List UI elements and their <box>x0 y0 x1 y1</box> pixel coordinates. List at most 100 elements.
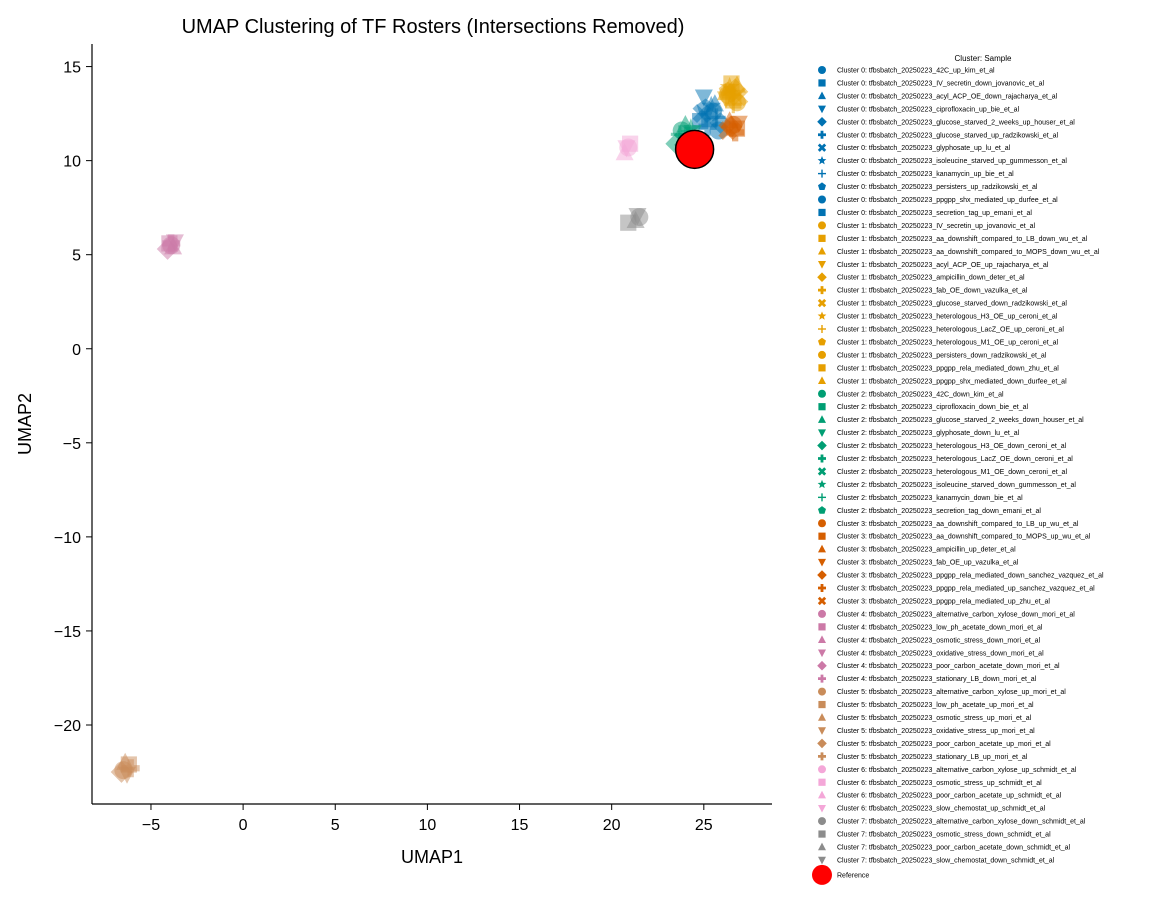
legend-entry-label: Cluster 3: tfbsbatch_20250223_ppgpp_rela… <box>837 598 1050 605</box>
legend-entry-label: Cluster 2: tfbsbatch_20250223_secretion_… <box>837 508 1041 515</box>
legend-marker-stroke <box>817 143 827 152</box>
data-point-stroke <box>718 121 738 140</box>
legend-marker <box>818 454 826 463</box>
data-point <box>156 238 179 260</box>
legend-marker <box>818 350 826 359</box>
legend-marker <box>818 856 826 865</box>
legend-entry-label: Cluster 6: tfbsbatch_20250223_poor_carbo… <box>837 793 1062 800</box>
legend-entry-label: Cluster 1: tfbsbatch_20250223_acyl_ACP_O… <box>837 262 1049 269</box>
legend-entry-label: Cluster 6: tfbsbatch_20250223_alternativ… <box>837 767 1077 774</box>
legend-entry-label: Cluster 5: tfbsbatch_20250223_osmotic_st… <box>837 715 1032 722</box>
data-points <box>110 75 749 784</box>
legend-entry-label: Cluster 4: tfbsbatch_20250223_oxidative_… <box>837 650 1044 657</box>
legend-entry-label: Cluster 2: tfbsbatch_20250223_ciprofloxa… <box>837 404 1029 411</box>
legend-marker <box>818 208 826 217</box>
x-tick-label: 0 <box>239 817 248 834</box>
data-point <box>121 759 140 778</box>
legend-entry-label: Cluster 1: tfbsbatch_20250223_persisters… <box>837 352 1047 359</box>
legend-marker <box>818 830 826 838</box>
legend-marker <box>817 596 827 606</box>
legend-entry-label: Cluster 1: tfbsbatch_20250223_aa_downshi… <box>837 249 1100 256</box>
legend-marker <box>818 376 826 384</box>
legend-entry-label: Cluster 6: tfbsbatch_20250223_slow_chemo… <box>837 806 1046 813</box>
legend-marker <box>818 364 826 372</box>
x-axis-label: UMAP1 <box>401 847 463 867</box>
legend-entry-label: Cluster 1: tfbsbatch_20250223_ampicillin… <box>837 275 1025 282</box>
legend-marker <box>818 195 826 204</box>
x-tick-label: 5 <box>331 817 340 834</box>
legend-marker <box>818 674 826 683</box>
legend-marker <box>818 544 826 553</box>
legend-entry-label: Cluster 1: tfbsbatch_20250223_fab_OE_dow… <box>837 288 1028 295</box>
legend-marker <box>818 817 826 826</box>
legend-entry-label: Cluster 3: tfbsbatch_20250223_ppgpp_rela… <box>837 586 1095 593</box>
legend-entry-label: Cluster 4: tfbsbatch_20250223_osmotic_st… <box>837 637 1041 644</box>
legend-marker <box>818 325 826 333</box>
legend-marker <box>818 337 826 346</box>
legend-marker <box>818 713 826 721</box>
legend-marker <box>818 804 826 813</box>
y-tick-label: 5 <box>72 248 81 265</box>
legend-entry-label: Cluster 6: tfbsbatch_20250223_osmotic_st… <box>837 780 1042 787</box>
legend-marker <box>817 660 827 671</box>
legend-entry-label: Cluster 2: tfbsbatch_20250223_isoleucine… <box>837 482 1076 489</box>
x-tick-label: 10 <box>418 817 436 834</box>
legend-entry-label: Cluster 2: tfbsbatch_20250223_heterologo… <box>837 456 1073 463</box>
legend-marker <box>818 558 826 567</box>
chart-title: UMAP Clustering of TF Rosters (Intersect… <box>182 16 685 38</box>
legend-entry-label: Cluster 2: tfbsbatch_20250223_kanamycin_… <box>837 495 1023 502</box>
legend-entry-label: Cluster 0: tfbsbatch_20250223_ciprofloxa… <box>837 106 1020 113</box>
legend-entry-label: Cluster 3: tfbsbatch_20250223_ppgpp_rela… <box>837 573 1104 580</box>
legend-marker <box>818 752 826 761</box>
legend-marker <box>818 91 826 100</box>
legend-entry-label: Cluster 2: tfbsbatch_20250223_heterologo… <box>837 469 1067 476</box>
legend-marker-stroke <box>817 596 827 606</box>
data-point <box>162 234 181 253</box>
legend-marker <box>818 842 826 851</box>
legend-marker <box>818 609 826 618</box>
legend-entry-label: Cluster 1: tfbsbatch_20250223_heterologo… <box>837 339 1058 346</box>
legend-marker <box>818 130 826 139</box>
legend-marker-reference <box>812 864 832 885</box>
x-tick-label: −5 <box>142 817 160 834</box>
plot-axes: −5 0 5 10 15 20 25 15 10 5 0 −5 −10 −15 −20 <box>54 44 772 834</box>
legend-marker <box>818 429 826 437</box>
legend-entry-label: Cluster 7: tfbsbatch_20250223_alternativ… <box>837 819 1086 826</box>
y-tick-label: 15 <box>63 60 81 77</box>
legend-entry-label: Cluster 0: tfbsbatch_20250223_kanamycin_… <box>837 171 1014 178</box>
legend-marker <box>817 311 827 320</box>
legend-marker <box>817 467 827 476</box>
legend-marker <box>818 623 826 631</box>
legend-marker <box>818 584 826 592</box>
legend-marker <box>818 403 826 411</box>
legend-marker <box>818 649 826 658</box>
legend-marker <box>817 440 827 451</box>
legend-marker <box>818 635 826 643</box>
data-point <box>696 98 715 116</box>
legend-marker <box>817 298 827 308</box>
legend-entry-label: Cluster 4: tfbsbatch_20250223_poor_carbo… <box>837 663 1060 670</box>
legend-entry-label: Cluster 2: tfbsbatch_20250223_glucose_st… <box>837 417 1084 424</box>
legend-entry-label: Cluster 3: tfbsbatch_20250223_aa_downshi… <box>837 521 1079 528</box>
legend-entry-label: Cluster 0: tfbsbatch_20250223_42C_up_kim… <box>837 68 995 75</box>
legend-marker <box>817 156 827 165</box>
legend-entry-label: Cluster 1: tfbsbatch_20250223_glucose_st… <box>837 301 1067 308</box>
y-tick-label: 0 <box>72 342 81 359</box>
x-tick-label: 25 <box>695 817 713 834</box>
legend-marker-stroke <box>817 467 827 476</box>
data-point <box>718 121 738 140</box>
legend-marker <box>818 519 826 528</box>
legend-marker <box>818 261 826 269</box>
legend-marker <box>817 738 827 749</box>
legend-entry-label: Cluster 7: tfbsbatch_20250223_poor_carbo… <box>837 845 1071 852</box>
legend-entry-label: Cluster 0: tfbsbatch_20250223_persisters… <box>837 184 1038 191</box>
legend-entry-label: Cluster 1: tfbsbatch_20250223_aa_downshi… <box>837 236 1088 243</box>
data-point <box>681 118 701 138</box>
legend-entry-label: Reference <box>837 872 869 879</box>
legend-entry-label: Cluster 5: tfbsbatch_20250223_alternativ… <box>837 689 1066 696</box>
legend-entry-label: Cluster 7: tfbsbatch_20250223_slow_chemo… <box>837 857 1055 864</box>
legend-entry-label: Cluster 3: tfbsbatch_20250223_aa_downshi… <box>837 534 1091 541</box>
legend-marker <box>818 778 826 786</box>
legend-marker <box>818 286 826 295</box>
legend-marker <box>818 105 826 114</box>
